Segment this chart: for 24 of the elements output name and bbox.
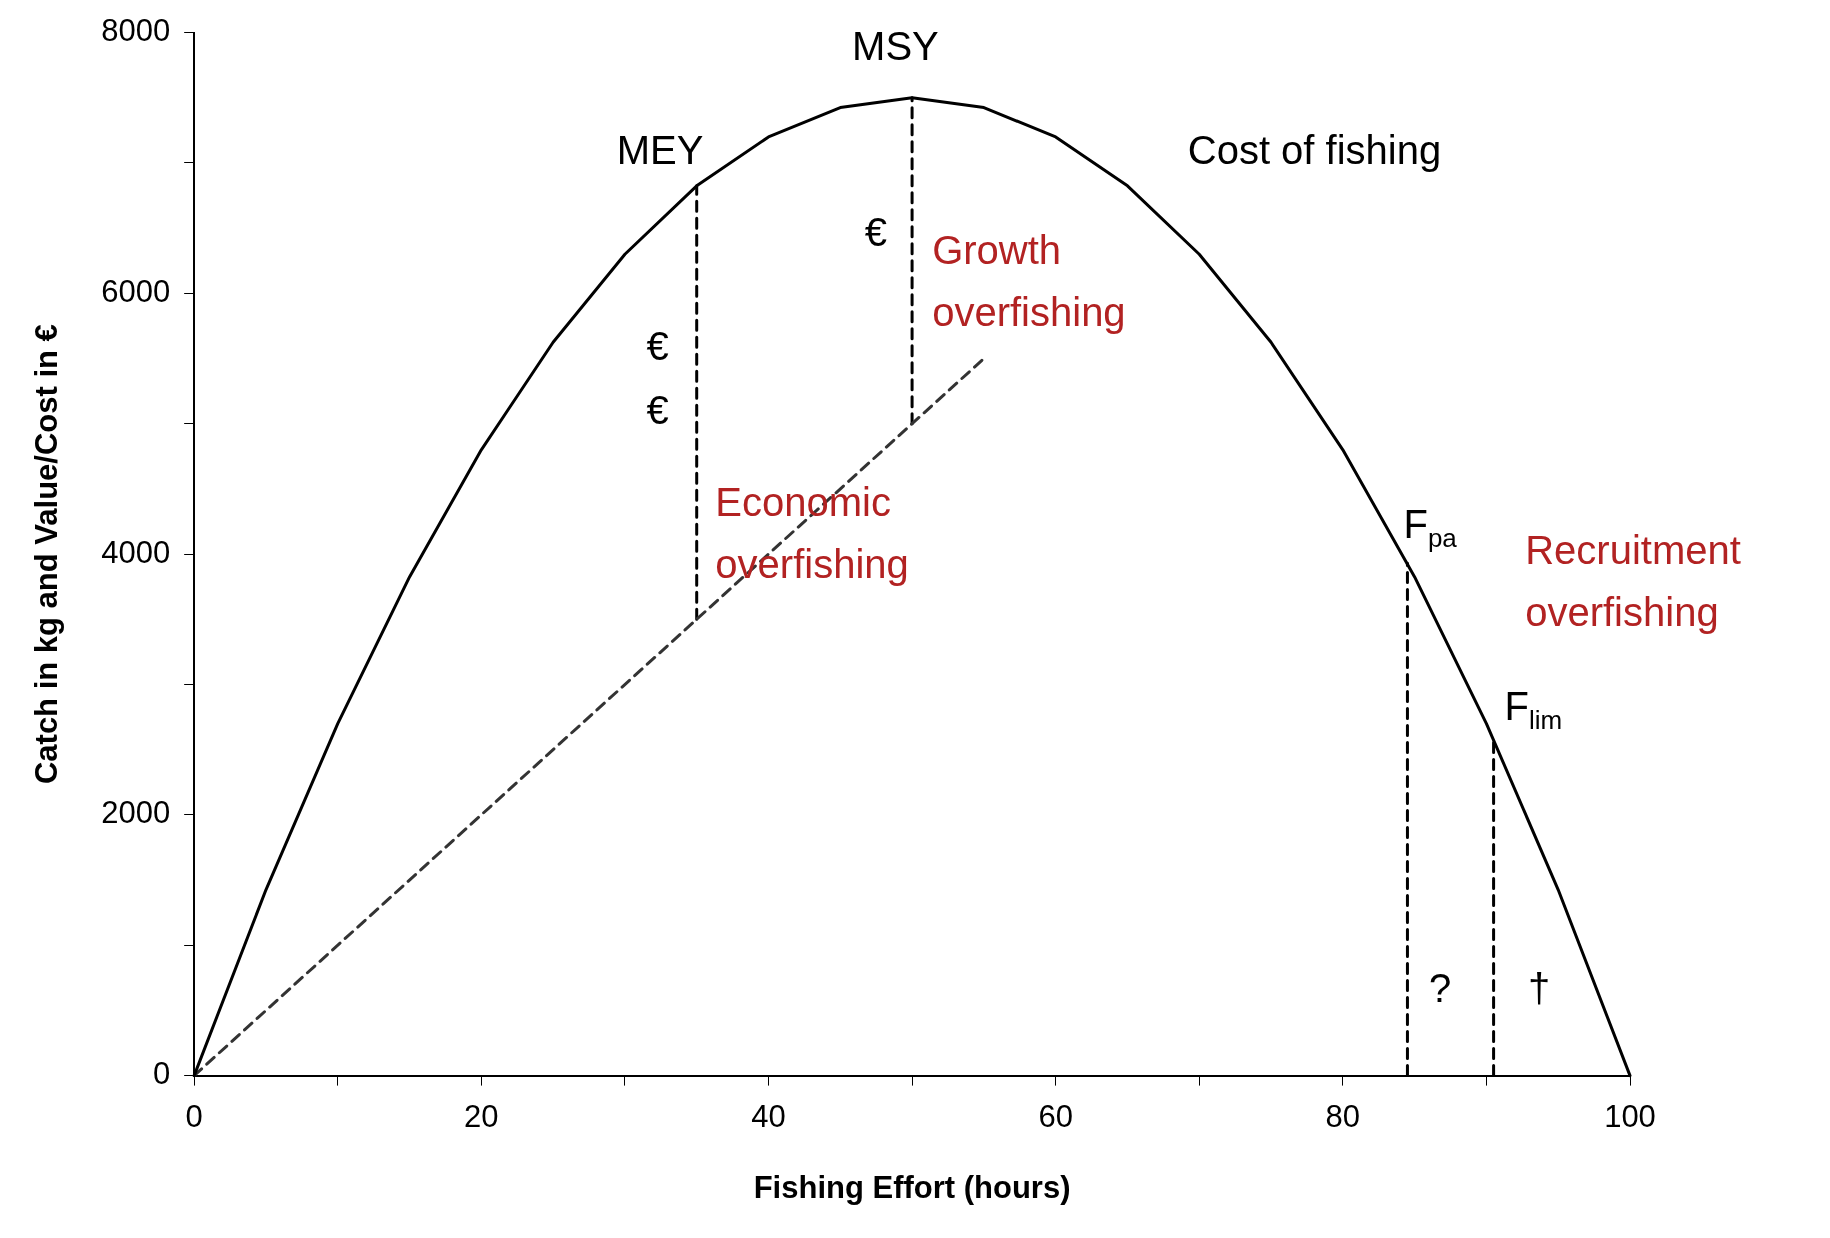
annotation: MEY	[616, 127, 704, 172]
annotation: Cost of fishing	[1187, 127, 1442, 172]
annotation: €	[646, 388, 669, 433]
annotation: ?	[1428, 965, 1452, 1010]
annotation: Recruitment overfishing	[1525, 528, 1741, 635]
y-tick-label: 6000	[101, 273, 171, 309]
x-tick-label: 60	[1038, 1098, 1073, 1134]
y-tick-label: 2000	[101, 795, 171, 831]
annotation: €	[646, 324, 669, 369]
x-tick-label: 80	[1325, 1098, 1361, 1134]
annotation: €	[864, 209, 887, 254]
annotation: MSY	[852, 23, 939, 68]
x-axis-title: Fishing Effort (hours)	[753, 1169, 1071, 1205]
x-tick-label: 40	[751, 1098, 786, 1134]
y-axis-title: Catch in kg and Value/Cost in €	[29, 324, 65, 785]
x-tick-label: 100	[1604, 1098, 1656, 1134]
annotation: Economic overfishing	[715, 479, 909, 586]
x-tick-label: 0	[185, 1098, 203, 1134]
y-tick-label: 0	[152, 1056, 171, 1092]
x-tick-label: 20	[464, 1098, 499, 1134]
annotation: †	[1528, 965, 1551, 1010]
y-tick-label: 4000	[101, 534, 171, 570]
y-tick-label: 8000	[101, 13, 171, 49]
annotation: Growth overfishing	[932, 228, 1126, 335]
